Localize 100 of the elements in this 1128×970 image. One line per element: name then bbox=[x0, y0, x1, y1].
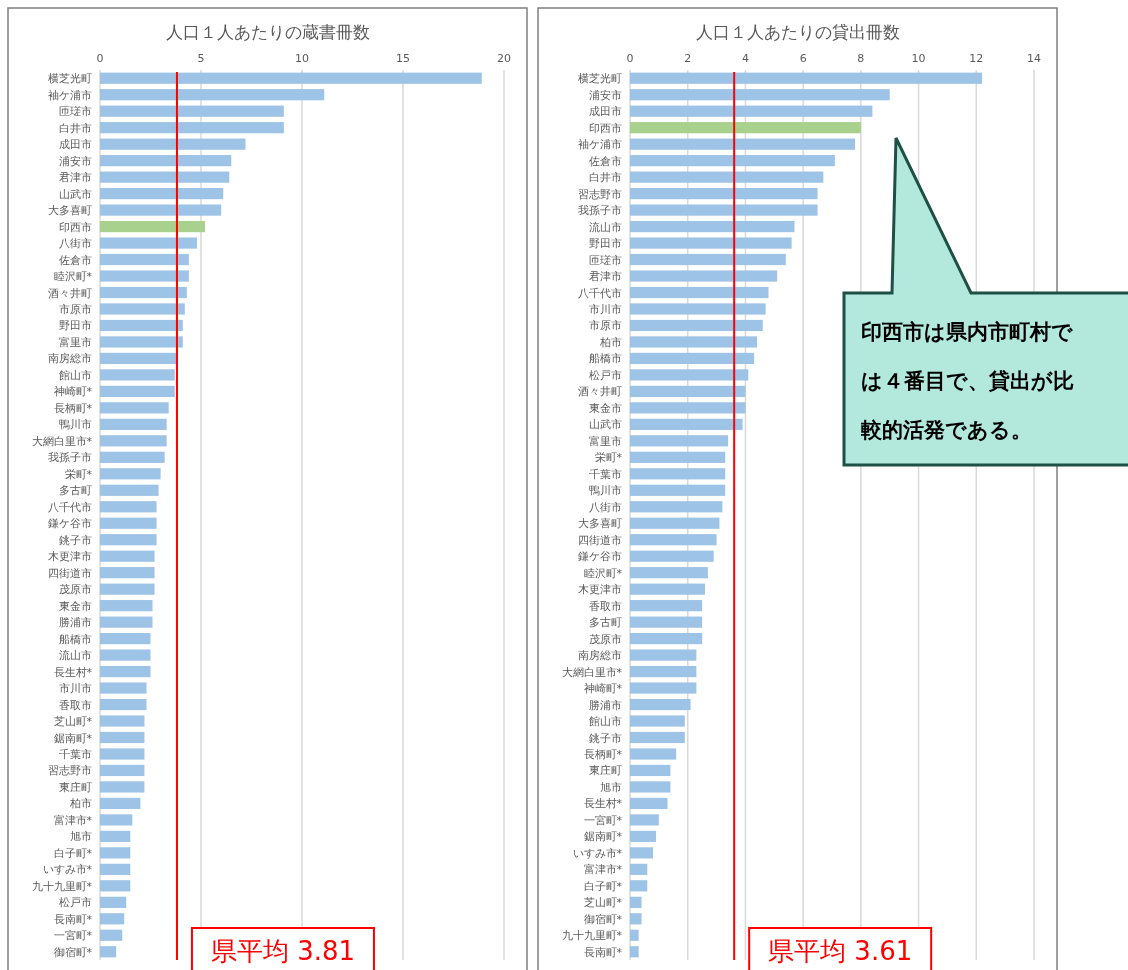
bar bbox=[100, 105, 284, 117]
y-tick-label: 館山市 bbox=[59, 368, 92, 382]
bar bbox=[100, 122, 284, 134]
bar bbox=[630, 270, 778, 282]
bar bbox=[100, 649, 151, 661]
y-tick-label: 君津市 bbox=[59, 171, 92, 185]
bar bbox=[100, 270, 189, 282]
bar bbox=[100, 418, 167, 430]
y-tick-label: 神崎町* bbox=[583, 682, 623, 696]
bar bbox=[630, 913, 642, 925]
y-tick-label: 長南町* bbox=[53, 912, 93, 926]
y-tick-label: 酒々井町 bbox=[48, 286, 92, 300]
y-tick-label: 九十九里町* bbox=[31, 879, 93, 893]
bar bbox=[100, 72, 482, 84]
y-tick-label: 木更津市 bbox=[578, 583, 622, 597]
bar bbox=[630, 534, 717, 546]
bar bbox=[100, 155, 232, 167]
y-tick-label: 流山市 bbox=[59, 649, 92, 663]
y-tick-label: 横芝光町 bbox=[48, 72, 92, 86]
x-tick-label: 6 bbox=[799, 52, 807, 65]
y-tick-label: 鋸南町* bbox=[53, 731, 93, 745]
bar bbox=[100, 534, 157, 546]
y-tick-label: 松戸市 bbox=[589, 368, 622, 382]
y-tick-label: 茂原市 bbox=[59, 583, 92, 597]
x-tick-label: 20 bbox=[497, 52, 511, 65]
y-tick-label: 栄町* bbox=[594, 451, 623, 465]
y-tick-label: 白子町* bbox=[583, 879, 623, 893]
bar bbox=[100, 336, 183, 348]
y-tick-label: 浦安市 bbox=[589, 88, 622, 102]
bar bbox=[630, 237, 792, 249]
bar bbox=[100, 583, 155, 595]
bar bbox=[100, 616, 153, 628]
x-tick-label: 5 bbox=[197, 52, 205, 65]
y-tick-label: 長生村* bbox=[53, 665, 93, 679]
y-tick-label: 茂原市 bbox=[589, 632, 622, 646]
y-tick-label: 東庄町 bbox=[59, 780, 92, 794]
bar bbox=[100, 501, 157, 513]
y-tick-label: 袖ケ浦市 bbox=[48, 88, 92, 102]
bar bbox=[100, 237, 197, 249]
bar bbox=[630, 336, 757, 348]
bar bbox=[630, 418, 743, 430]
y-tick-label: 我孫子市 bbox=[578, 204, 622, 218]
x-tick-label: 8 bbox=[857, 52, 865, 65]
y-tick-label: 東金市 bbox=[589, 401, 622, 415]
y-tick-label: 市原市 bbox=[59, 302, 92, 316]
bar bbox=[630, 748, 677, 760]
y-tick-label: 香取市 bbox=[589, 599, 622, 613]
y-tick-label: 銚子市 bbox=[589, 731, 622, 745]
x-tick-label: 12 bbox=[969, 52, 984, 65]
y-tick-label: 柏市 bbox=[599, 335, 622, 349]
y-tick-label: 習志野市 bbox=[48, 764, 92, 778]
bar bbox=[630, 253, 786, 266]
ref-line-label: 県平均 3.81 bbox=[210, 936, 356, 966]
y-tick-label: 君津市 bbox=[589, 270, 622, 284]
bar bbox=[100, 764, 145, 777]
bar bbox=[630, 731, 685, 744]
bar bbox=[100, 89, 325, 101]
bar bbox=[630, 896, 642, 908]
y-tick-label: 千葉市 bbox=[59, 747, 92, 761]
bar bbox=[100, 633, 151, 645]
y-tick-label: 銚子市 bbox=[59, 533, 92, 547]
bar bbox=[100, 698, 147, 711]
bar bbox=[630, 847, 654, 859]
bar bbox=[100, 369, 175, 381]
y-tick-label: 一宮町* bbox=[53, 929, 93, 943]
y-tick-label: 船橋市 bbox=[59, 632, 92, 646]
y-tick-label: 南房総市 bbox=[578, 649, 622, 663]
bar bbox=[630, 385, 746, 397]
bar bbox=[630, 188, 818, 200]
y-tick-label: 市原市 bbox=[589, 319, 622, 333]
bar bbox=[100, 665, 151, 678]
x-tick-label: 2 bbox=[684, 52, 692, 65]
y-tick-label: 八街市 bbox=[59, 237, 92, 251]
bar bbox=[630, 946, 639, 958]
x-tick-label: 10 bbox=[911, 52, 926, 65]
bar bbox=[100, 830, 131, 842]
y-tick-label: 鎌ケ谷市 bbox=[578, 550, 622, 564]
y-tick-label: 大網白里市* bbox=[31, 434, 93, 448]
bar bbox=[630, 319, 763, 332]
y-tick-label: 千葉市 bbox=[589, 467, 622, 481]
bar bbox=[630, 863, 648, 875]
bar bbox=[630, 220, 795, 233]
y-tick-label: 松戸市 bbox=[59, 896, 92, 910]
y-tick-label: 芝山町* bbox=[53, 715, 93, 729]
bar bbox=[630, 550, 714, 562]
y-tick-label: 芝山町* bbox=[583, 896, 623, 910]
bar bbox=[100, 847, 131, 859]
bar bbox=[100, 220, 206, 233]
y-tick-label: 旭市 bbox=[600, 780, 622, 794]
y-tick-label: 九十九里町* bbox=[561, 929, 623, 943]
y-tick-label: 館山市 bbox=[589, 715, 622, 729]
bar bbox=[630, 797, 668, 810]
bar bbox=[630, 715, 685, 727]
y-tick-label: 野田市 bbox=[59, 319, 92, 333]
bar bbox=[630, 286, 769, 299]
bar bbox=[100, 913, 125, 925]
bar bbox=[630, 204, 818, 216]
bar bbox=[630, 830, 656, 842]
bar bbox=[100, 385, 175, 397]
bar bbox=[630, 814, 659, 826]
